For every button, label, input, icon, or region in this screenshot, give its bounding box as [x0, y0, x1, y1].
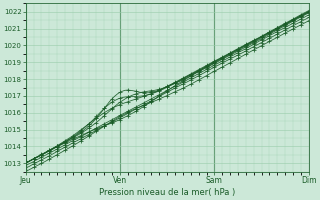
X-axis label: Pression niveau de la mer( hPa ): Pression niveau de la mer( hPa ) — [99, 188, 235, 197]
